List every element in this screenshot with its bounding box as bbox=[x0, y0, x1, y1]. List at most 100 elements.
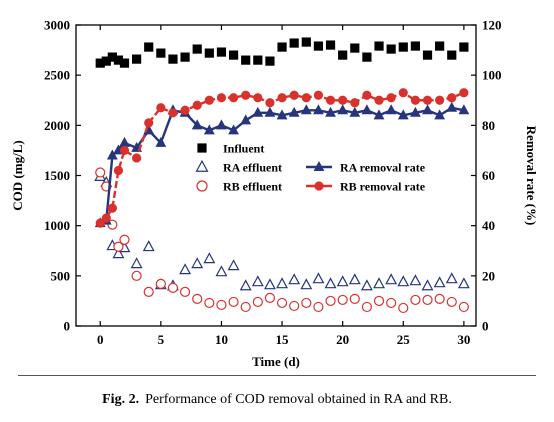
data-point bbox=[144, 42, 154, 52]
x-tick-label: 0 bbox=[97, 332, 104, 347]
data-point bbox=[445, 272, 458, 284]
data-point bbox=[409, 274, 422, 286]
data-point bbox=[435, 95, 445, 105]
data-point bbox=[156, 48, 166, 58]
data-point bbox=[350, 43, 360, 53]
data-point bbox=[458, 104, 470, 115]
y2-tick-label: 100 bbox=[482, 68, 502, 83]
data-point bbox=[265, 98, 275, 108]
data-point bbox=[264, 292, 276, 304]
data-point bbox=[325, 295, 336, 307]
data-point bbox=[373, 295, 385, 307]
y2-tick-label: 60 bbox=[482, 168, 495, 183]
data-point bbox=[459, 88, 469, 98]
data-point bbox=[458, 301, 469, 313]
figure-caption: Fig. 2. Performance of COD removal obtain… bbox=[0, 392, 554, 408]
series-ra-removal-rate bbox=[94, 101, 470, 228]
data-point bbox=[179, 263, 192, 275]
data-point bbox=[397, 275, 410, 287]
data-point bbox=[228, 296, 239, 308]
data-point bbox=[277, 42, 287, 52]
y2-tick-label: 80 bbox=[482, 118, 495, 133]
data-point bbox=[434, 109, 446, 120]
data-point bbox=[192, 293, 203, 305]
data-point bbox=[107, 203, 117, 213]
legend-label: RA removal rate bbox=[340, 161, 426, 175]
data-point bbox=[113, 241, 124, 252]
data-point bbox=[386, 297, 397, 309]
legend-marker bbox=[313, 161, 325, 172]
data-point bbox=[264, 106, 276, 117]
legend-label: RA effluent bbox=[223, 161, 282, 175]
data-point bbox=[373, 109, 385, 120]
data-point bbox=[167, 282, 179, 293]
legend: Influent RA effluent RB effluent RA removal… bbox=[195, 142, 426, 194]
data-point bbox=[288, 106, 300, 117]
data-marks bbox=[94, 37, 470, 314]
legend-label: RB effluent bbox=[223, 180, 282, 194]
data-point bbox=[433, 276, 446, 288]
data-point bbox=[325, 106, 336, 117]
data-point bbox=[362, 52, 372, 62]
data-point bbox=[144, 118, 154, 128]
data-point bbox=[386, 93, 396, 103]
data-point bbox=[434, 293, 445, 305]
data-point bbox=[253, 55, 263, 65]
data-point bbox=[373, 277, 385, 289]
data-point bbox=[276, 109, 288, 120]
data-point bbox=[362, 90, 372, 100]
y-tick-label: 1000 bbox=[44, 218, 70, 233]
data-point bbox=[386, 44, 396, 54]
data-point bbox=[301, 297, 312, 309]
data-point bbox=[227, 259, 240, 271]
data-point bbox=[155, 136, 167, 147]
data-point bbox=[119, 136, 130, 147]
data-point bbox=[191, 119, 203, 130]
data-point bbox=[300, 104, 312, 115]
data-point bbox=[216, 47, 227, 57]
y-tick-label: 500 bbox=[51, 268, 71, 283]
data-point bbox=[132, 54, 142, 64]
legend-entry: RB effluent bbox=[196, 180, 282, 194]
y2-tick-label: 20 bbox=[482, 268, 495, 283]
legend-entry: Influent bbox=[197, 142, 264, 156]
x-tick-label: 5 bbox=[158, 332, 165, 347]
data-point bbox=[385, 104, 397, 115]
caption-label: Fig. 2. bbox=[102, 392, 140, 407]
data-point bbox=[301, 93, 311, 103]
data-point bbox=[168, 54, 178, 64]
legend-marker bbox=[197, 143, 207, 153]
data-point bbox=[398, 88, 408, 98]
data-point bbox=[289, 300, 300, 312]
data-point bbox=[447, 93, 457, 103]
y-tick-label: 2000 bbox=[44, 118, 70, 133]
y-tick-label: 0 bbox=[64, 319, 71, 334]
data-point bbox=[277, 93, 287, 103]
y2-tick-label: 40 bbox=[482, 218, 495, 233]
y2-axis-title: Removal rate (%) bbox=[524, 126, 539, 226]
data-point bbox=[192, 44, 202, 54]
data-point bbox=[313, 90, 324, 100]
cod-removal-chart: 0 5 10 15 20 25 30 0 500 1000 1500 2000 2500 3000 0 20 4… bbox=[10, 18, 539, 370]
data-point bbox=[240, 301, 251, 313]
data-point bbox=[398, 42, 408, 52]
legend-marker bbox=[196, 180, 208, 192]
data-point bbox=[119, 234, 130, 245]
data-point bbox=[435, 41, 445, 51]
data-point bbox=[204, 297, 215, 309]
data-point bbox=[130, 257, 143, 269]
x-tick-label: 20 bbox=[336, 332, 349, 347]
data-point bbox=[325, 95, 336, 105]
data-point bbox=[324, 277, 337, 289]
data-point bbox=[422, 50, 433, 60]
data-point bbox=[252, 106, 264, 117]
data-point bbox=[312, 272, 325, 284]
data-point bbox=[203, 124, 215, 135]
data-point bbox=[112, 247, 125, 259]
x-tick-label: 15 bbox=[276, 332, 290, 347]
data-point bbox=[253, 93, 263, 103]
data-point bbox=[325, 40, 336, 50]
data-point bbox=[360, 279, 373, 291]
data-point bbox=[132, 153, 142, 163]
series-influent bbox=[95, 37, 469, 68]
